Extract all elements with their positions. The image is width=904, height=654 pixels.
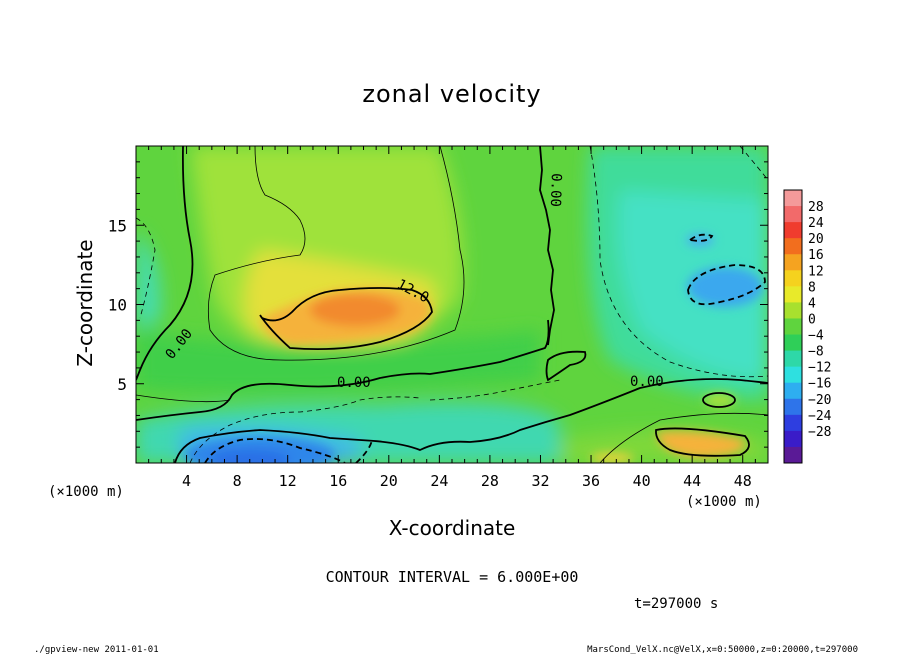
colorbar-swatch (784, 254, 802, 271)
x-tick-label: 24 (430, 472, 448, 490)
colorbar-swatch (784, 190, 802, 207)
colorbar-label: −12 (808, 361, 831, 376)
y-tick-label: 15 (108, 216, 127, 235)
contour-lines (136, 146, 768, 463)
colorbar-label: 16 (808, 248, 824, 263)
contour-label: 0.00 (337, 375, 371, 391)
colorbar-label: −28 (808, 425, 831, 440)
colorbar-label: −4 (808, 329, 824, 344)
x-tick-label: 12 (279, 472, 297, 490)
contour-neg-six-right (589, 146, 768, 378)
contour-zero-lower (174, 378, 768, 463)
colorbar-label: 20 (808, 232, 824, 247)
x-unit-right: (×1000 m) (686, 494, 762, 510)
y-axis: 5 10 15 (108, 161, 768, 448)
colorbar-label: 0 (808, 312, 816, 327)
chart-title: zonal velocity (362, 80, 541, 108)
colorbar-label: −16 (808, 377, 831, 392)
x-tick-label: 28 (481, 472, 499, 490)
contour-neg-twelve-bottom (204, 438, 373, 463)
contour-neg-twelve-small (687, 233, 714, 242)
x-tick-label: 36 (582, 472, 600, 490)
contour-small-right (702, 392, 736, 408)
colorbar-swatch (784, 430, 802, 448)
contour-neg-six-bottom (189, 379, 561, 463)
colorbar-label: 8 (808, 280, 816, 295)
footer-left: ./gpview-new 2011-01-01 (34, 645, 159, 654)
y-tick-label: 10 (108, 296, 127, 315)
colorbar-swatch (784, 414, 802, 432)
contour-neg-twelve-right (687, 264, 766, 306)
y-tick-label: 5 (117, 375, 127, 394)
colorbar-swatch (784, 334, 802, 351)
contour-label: 0.00 (547, 173, 564, 207)
field-extremes (185, 234, 763, 463)
colorbar (783, 189, 803, 464)
colorbar-swatch (784, 382, 802, 400)
contour-label: 0.00 (630, 374, 664, 390)
colorbar-swatch (784, 270, 802, 287)
colorbar-label: −8 (808, 345, 824, 360)
x-tick-label: 40 (633, 472, 651, 490)
colorbar-swatch (784, 286, 802, 303)
plot-area: 0.00 12.0 0.00 0.00 0.00 (136, 146, 768, 463)
colorbar-swatch (784, 398, 802, 416)
colorbar-label: 4 (808, 296, 816, 311)
x-tick-label: 32 (531, 472, 549, 490)
colorbar-label: 24 (808, 216, 824, 231)
x-axis-label: X-coordinate (389, 516, 516, 540)
x-tick-label: 16 (329, 472, 347, 490)
colorbar-swatch (784, 206, 802, 223)
contour-zero-left (136, 146, 194, 381)
colorbar-label: −20 (808, 393, 831, 408)
x-axis: 4 8 12 16 20 24 28 32 36 40 44 48 (148, 146, 756, 490)
x-unit-left: (×1000 m) (48, 484, 124, 500)
contour-zero-middle (136, 319, 550, 421)
contour-small-mid (545, 350, 587, 382)
contour-neg-six-left (136, 217, 156, 319)
x-tick-label: 48 (734, 472, 752, 490)
colorbar-swatch (784, 350, 802, 368)
x-tick-label: 44 (683, 472, 701, 490)
colorbar-swatch (784, 302, 802, 319)
colorbar-swatch (784, 238, 802, 255)
x-tick-label: 8 (233, 472, 242, 490)
colorbar-swatch (784, 318, 802, 335)
colorbar-label: 12 (808, 264, 824, 279)
contour-bottom-right (655, 427, 750, 457)
x-tick-label: 4 (182, 472, 191, 490)
contour-interval-text: CONTOUR INTERVAL = 6.000E+00 (326, 568, 579, 586)
footer-right: MarsCond_VelX.nc@VelX,x=0:50000,z=0:2000… (587, 645, 858, 654)
colorbar-swatch (784, 446, 802, 464)
contour-six-lower (136, 394, 768, 463)
contour-twelve (259, 287, 433, 351)
colorbar-frame (783, 189, 803, 464)
y-axis-label: Z-coordinate (73, 239, 97, 366)
colorbar-swatch (784, 222, 802, 239)
x-tick-label: 20 (380, 472, 398, 490)
colorbar-label: −24 (808, 409, 832, 424)
colorbar-label: 28 (808, 200, 824, 215)
contour-six-upper (207, 146, 465, 361)
colorbar-swatch (784, 366, 802, 384)
time-text: t=297000 s (634, 596, 718, 612)
contour-zero-right (539, 146, 555, 346)
